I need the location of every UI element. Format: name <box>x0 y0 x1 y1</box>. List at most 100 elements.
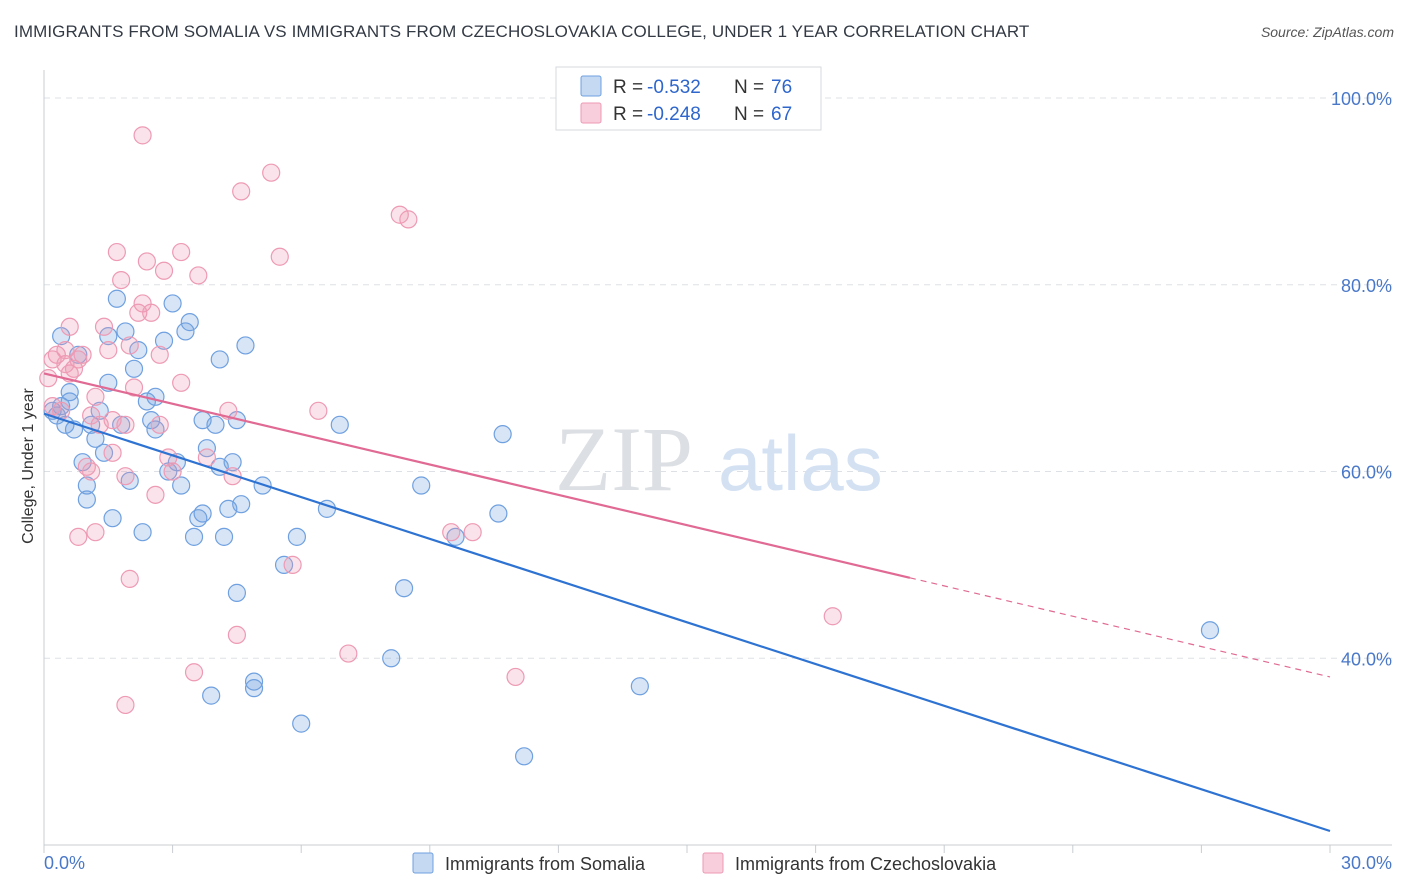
point-czechoslovakia-1 <box>43 397 62 416</box>
legend-swatch-somalia <box>580 75 602 97</box>
axes <box>43 70 1392 853</box>
point-czechoslovakia-24 <box>112 270 131 290</box>
point-czechoslovakia-47 <box>223 467 242 486</box>
legend-n-label-2: N = <box>734 104 764 125</box>
point-somalia-48 <box>223 453 242 472</box>
point-czechoslovakia-54 <box>339 644 358 663</box>
legend-n-value-1: 76 <box>771 77 792 98</box>
point-somalia-19 <box>107 289 126 308</box>
point-czechoslovakia-55 <box>390 205 409 224</box>
point-somalia-62 <box>394 579 414 598</box>
bottom-legend-swatch-somalia <box>412 852 434 874</box>
correlation-legend: R = -0.532 N = 76 R = -0.248 N = 67 <box>555 66 822 131</box>
point-czechoslovakia-35 <box>146 485 165 504</box>
point-somalia-43 <box>206 415 225 434</box>
point-czechoslovakia-58 <box>463 523 482 542</box>
point-somalia-37 <box>184 527 204 546</box>
point-czechoslovakia-41 <box>172 242 191 262</box>
point-somalia-61 <box>382 649 401 668</box>
point-czechoslovakia-16 <box>86 523 105 542</box>
y-tick-labels: 40.0% 60.0% 80.0% 100.0% <box>1331 89 1392 669</box>
trend-lines <box>43 372 1331 833</box>
point-czechoslovakia-12 <box>73 345 92 364</box>
point-somalia-4 <box>56 415 75 434</box>
point-somalia-65 <box>489 504 508 523</box>
y-axis-label: College, Under 1 year <box>20 388 37 544</box>
point-czechoslovakia-52 <box>283 555 302 574</box>
point-czechoslovakia-25 <box>116 415 135 434</box>
point-somalia-42 <box>202 686 221 705</box>
point-czechoslovakia-40 <box>163 462 182 481</box>
point-czechoslovakia-44 <box>189 266 208 285</box>
point-somalia-46 <box>214 527 234 546</box>
point-somalia-24 <box>129 341 148 360</box>
point-somalia-63 <box>412 476 431 495</box>
point-czechoslovakia-23 <box>107 242 126 262</box>
y-tick-label-60: 60.0% <box>1341 463 1392 483</box>
point-czechoslovakia-30 <box>129 303 148 322</box>
point-czechoslovakia-38 <box>154 261 174 280</box>
point-czechoslovakia-60 <box>823 607 842 626</box>
point-czechoslovakia-43 <box>184 663 204 682</box>
point-czechoslovakia-21 <box>103 443 122 462</box>
bottom-legend-label-somalia: Immigrants from Somalia <box>445 854 646 874</box>
point-czechoslovakia-61 <box>116 695 135 715</box>
point-czechoslovakia-26 <box>116 467 135 486</box>
point-somalia-49 <box>227 583 246 602</box>
legend-n-value-2: 67 <box>771 104 792 125</box>
point-somalia-18 <box>103 509 122 528</box>
point-somalia-60 <box>330 415 349 434</box>
point-somalia-34 <box>172 476 191 495</box>
y-tick-label-40: 40.0% <box>1341 649 1392 669</box>
trend-line-czechoslovakia-extension <box>909 577 1331 678</box>
watermark: ZIP atlas <box>555 408 883 510</box>
point-somalia-58 <box>292 714 311 733</box>
point-czechoslovakia-50 <box>262 163 281 182</box>
point-somalia-5 <box>60 383 79 402</box>
legend-n-label-1: N = <box>734 77 764 98</box>
point-czechoslovakia-15 <box>82 462 101 481</box>
x-tick-label-max: 30.0% <box>1341 853 1392 873</box>
point-somalia-35 <box>176 322 195 341</box>
point-somalia-54 <box>244 679 264 698</box>
point-somalia-52 <box>236 336 255 355</box>
point-czechoslovakia-57 <box>442 523 461 542</box>
point-somalia-17 <box>99 327 118 346</box>
point-czechoslovakia-19 <box>94 317 114 336</box>
point-czechoslovakia-32 <box>133 126 152 145</box>
point-somalia-10 <box>77 476 96 495</box>
point-czechoslovakia-48 <box>227 625 246 645</box>
legend-swatch-czechoslovakia <box>580 102 602 124</box>
point-czechoslovakia-7 <box>60 317 79 336</box>
point-somalia-41 <box>197 439 216 458</box>
chart-title: IMMIGRANTS FROM SOMALIA VS IMMIGRANTS FR… <box>14 22 1030 41</box>
point-czechoslovakia-56 <box>399 210 418 229</box>
point-somalia-32 <box>163 294 182 313</box>
point-czechoslovakia-6 <box>56 341 75 360</box>
point-czechoslovakia-11 <box>69 527 88 546</box>
point-czechoslovakia-53 <box>309 401 328 420</box>
point-somalia-11 <box>77 490 96 509</box>
point-somalia-21 <box>116 322 135 341</box>
trend-line-somalia <box>43 412 1331 833</box>
point-czechoslovakia-49 <box>232 182 251 201</box>
point-somalia-57 <box>287 527 307 546</box>
point-czechoslovakia-0 <box>39 369 58 388</box>
y-tick-label-100: 100.0% <box>1331 89 1392 109</box>
point-czechoslovakia-37 <box>150 415 169 434</box>
point-czechoslovakia-59 <box>506 667 525 687</box>
point-czechoslovakia-36 <box>150 345 169 364</box>
point-somalia-51 <box>232 495 251 514</box>
point-somalia-25 <box>133 523 152 542</box>
point-somalia-44 <box>210 350 229 369</box>
point-somalia-68 <box>630 677 649 696</box>
grid <box>44 97 1392 659</box>
point-somalia-69 <box>1200 621 1220 640</box>
watermark-zip: ZIP <box>555 408 693 510</box>
trend-line-czechoslovakia <box>43 372 911 579</box>
watermark-atlas: atlas <box>718 419 883 507</box>
point-czechoslovakia-51 <box>270 247 289 266</box>
legend-r-value-1: -0.532 <box>647 77 701 98</box>
points <box>39 126 1220 766</box>
